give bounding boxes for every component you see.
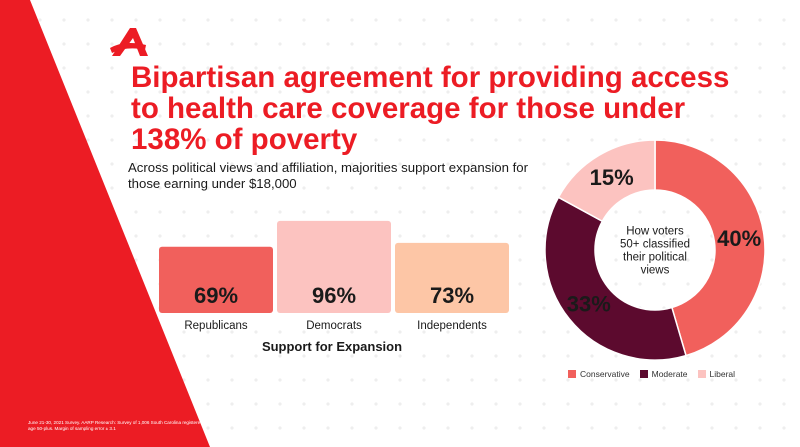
- legend-item-conservative: Conservative: [568, 369, 630, 379]
- donut-value-label: 33%: [567, 291, 611, 316]
- donut-center-label: How voters: [626, 226, 684, 238]
- donut-slice-conservative: [654, 139, 766, 357]
- donut-center-label: their political: [623, 252, 687, 264]
- donut-center-label: views: [641, 265, 670, 277]
- legend-label: Moderate: [651, 369, 688, 379]
- bar-democrats: [277, 220, 391, 313]
- donut-value-label: 15%: [590, 165, 634, 190]
- footnote: June 21-30, 2021 Survey. AARP Research: …: [28, 420, 218, 431]
- donut-center-label: 50+ classified: [620, 239, 690, 251]
- legend-label: Conservative: [580, 369, 630, 379]
- legend-swatch: [697, 370, 706, 378]
- bar-independents: [395, 242, 509, 313]
- legend-swatch: [568, 370, 576, 378]
- page-title: Bipartisan agreement for providing acces…: [131, 61, 730, 156]
- donut-slice-liberal: [557, 139, 656, 223]
- donut-slice-moderate: [544, 196, 687, 361]
- bar-value-label: 96%: [312, 283, 356, 308]
- bar-value-label: 73%: [430, 283, 474, 308]
- chart-subtitle: Across political views and affiliation, …: [128, 160, 528, 191]
- bar-chart: 69% Republicans 96% Democrats 73% Independent…: [159, 220, 509, 354]
- bar-republicans: [159, 246, 273, 313]
- x-axis-label: Support for Expansion: [262, 339, 402, 354]
- donut-legend: Conservative Moderate Liberal: [568, 369, 778, 379]
- bar-value-label: 69%: [194, 283, 238, 308]
- bar-category-label: Independents: [417, 320, 487, 332]
- legend-item-liberal: Liberal: [697, 369, 736, 379]
- donut-value-label: 40%: [717, 226, 761, 251]
- legend-swatch: [639, 370, 648, 378]
- brand-logo-icon: [110, 28, 148, 56]
- legend-label: Liberal: [709, 369, 736, 379]
- legend-item-moderate: Moderate: [639, 369, 688, 379]
- bar-category-label: Republicans: [184, 320, 248, 332]
- bar-category-label: Democrats: [306, 320, 362, 332]
